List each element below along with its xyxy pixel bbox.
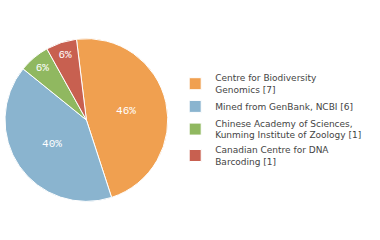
svg-text:40%: 40%: [42, 138, 62, 150]
svg-text:Mined from GenBank, NCBI [6]: Mined from GenBank, NCBI [6]: [215, 102, 353, 112]
svg-text:6%: 6%: [58, 49, 72, 61]
svg-text:Canadian Centre for DNABarcodi: Canadian Centre for DNABarcoding [1]: [215, 145, 329, 167]
svg-text:6%: 6%: [36, 62, 50, 74]
svg-text:Chinese Academy of Sciences,Ku: Chinese Academy of Sciences,Kunming Inst…: [215, 119, 361, 141]
svg-text:46%: 46%: [116, 105, 136, 117]
svg-text:Centre for BiodiversityGenomic: Centre for BiodiversityGenomics [7]: [215, 73, 317, 95]
